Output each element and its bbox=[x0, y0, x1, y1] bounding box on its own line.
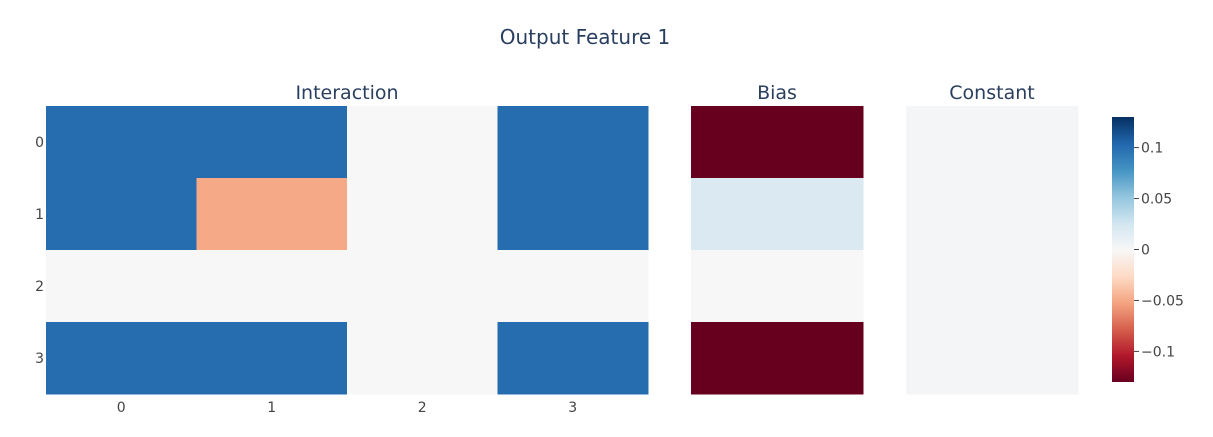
colorbar-tick-label: −0.1 bbox=[1141, 344, 1175, 360]
interaction-cell-0-0 bbox=[46, 106, 197, 179]
interaction-panel-title: Interaction bbox=[295, 82, 398, 104]
x-tick-label: 3 bbox=[568, 400, 577, 416]
bias-cell-1-0 bbox=[691, 178, 864, 251]
colorbar-tick-label: 0.1 bbox=[1141, 141, 1163, 157]
chart-title: Output Feature 1 bbox=[500, 25, 671, 49]
x-tick-label: 2 bbox=[418, 400, 427, 416]
constant-cell-0-0 bbox=[906, 106, 1079, 395]
x-axis-ticks: 0 1 2 3 bbox=[117, 400, 577, 416]
x-tick-label: 1 bbox=[267, 400, 276, 416]
y-tick-label: 3 bbox=[35, 351, 44, 367]
interaction-cell-1-1 bbox=[196, 178, 348, 251]
interaction-cell-0-1 bbox=[196, 106, 348, 179]
x-tick-label: 0 bbox=[117, 400, 126, 416]
interaction-cell-3-0 bbox=[46, 322, 197, 395]
bias-cell-2-0 bbox=[691, 250, 864, 323]
bias-panel-title: Bias bbox=[757, 82, 797, 104]
interaction-cell-0-3 bbox=[497, 106, 649, 179]
interaction-cell-0-2 bbox=[347, 106, 498, 179]
interaction-cell-3-2 bbox=[347, 322, 498, 395]
colorbar-tick-label: 0 bbox=[1141, 243, 1150, 259]
interaction-cell-3-1 bbox=[196, 322, 348, 395]
interaction-cell-2-2 bbox=[347, 250, 498, 323]
y-tick-label: 0 bbox=[35, 135, 44, 151]
colorbar-ticks: 0.1 0.05 0 −0.05 −0.1 bbox=[1134, 141, 1184, 360]
interaction-cell-1-3 bbox=[497, 178, 649, 251]
interaction-heatmap bbox=[46, 106, 649, 395]
y-axis-ticks: 0 1 2 3 bbox=[35, 135, 44, 367]
interaction-cell-1-0 bbox=[46, 178, 197, 251]
interaction-cell-2-0 bbox=[46, 250, 197, 323]
colorbar bbox=[1112, 117, 1134, 382]
colorbar-tick-label: −0.05 bbox=[1141, 293, 1184, 309]
constant-heatmap bbox=[906, 106, 1079, 395]
interaction-cell-2-3 bbox=[497, 250, 649, 323]
bias-cell-0-0 bbox=[691, 106, 864, 179]
colorbar-tick-label: 0.05 bbox=[1141, 192, 1172, 208]
bias-cell-3-0 bbox=[691, 322, 864, 395]
interaction-cell-3-3 bbox=[497, 322, 649, 395]
interaction-cell-1-2 bbox=[347, 178, 498, 251]
y-tick-label: 2 bbox=[35, 279, 44, 295]
bias-heatmap bbox=[691, 106, 864, 395]
interaction-cell-2-1 bbox=[196, 250, 348, 323]
constant-panel-title: Constant bbox=[949, 82, 1034, 104]
y-tick-label: 1 bbox=[35, 207, 44, 223]
